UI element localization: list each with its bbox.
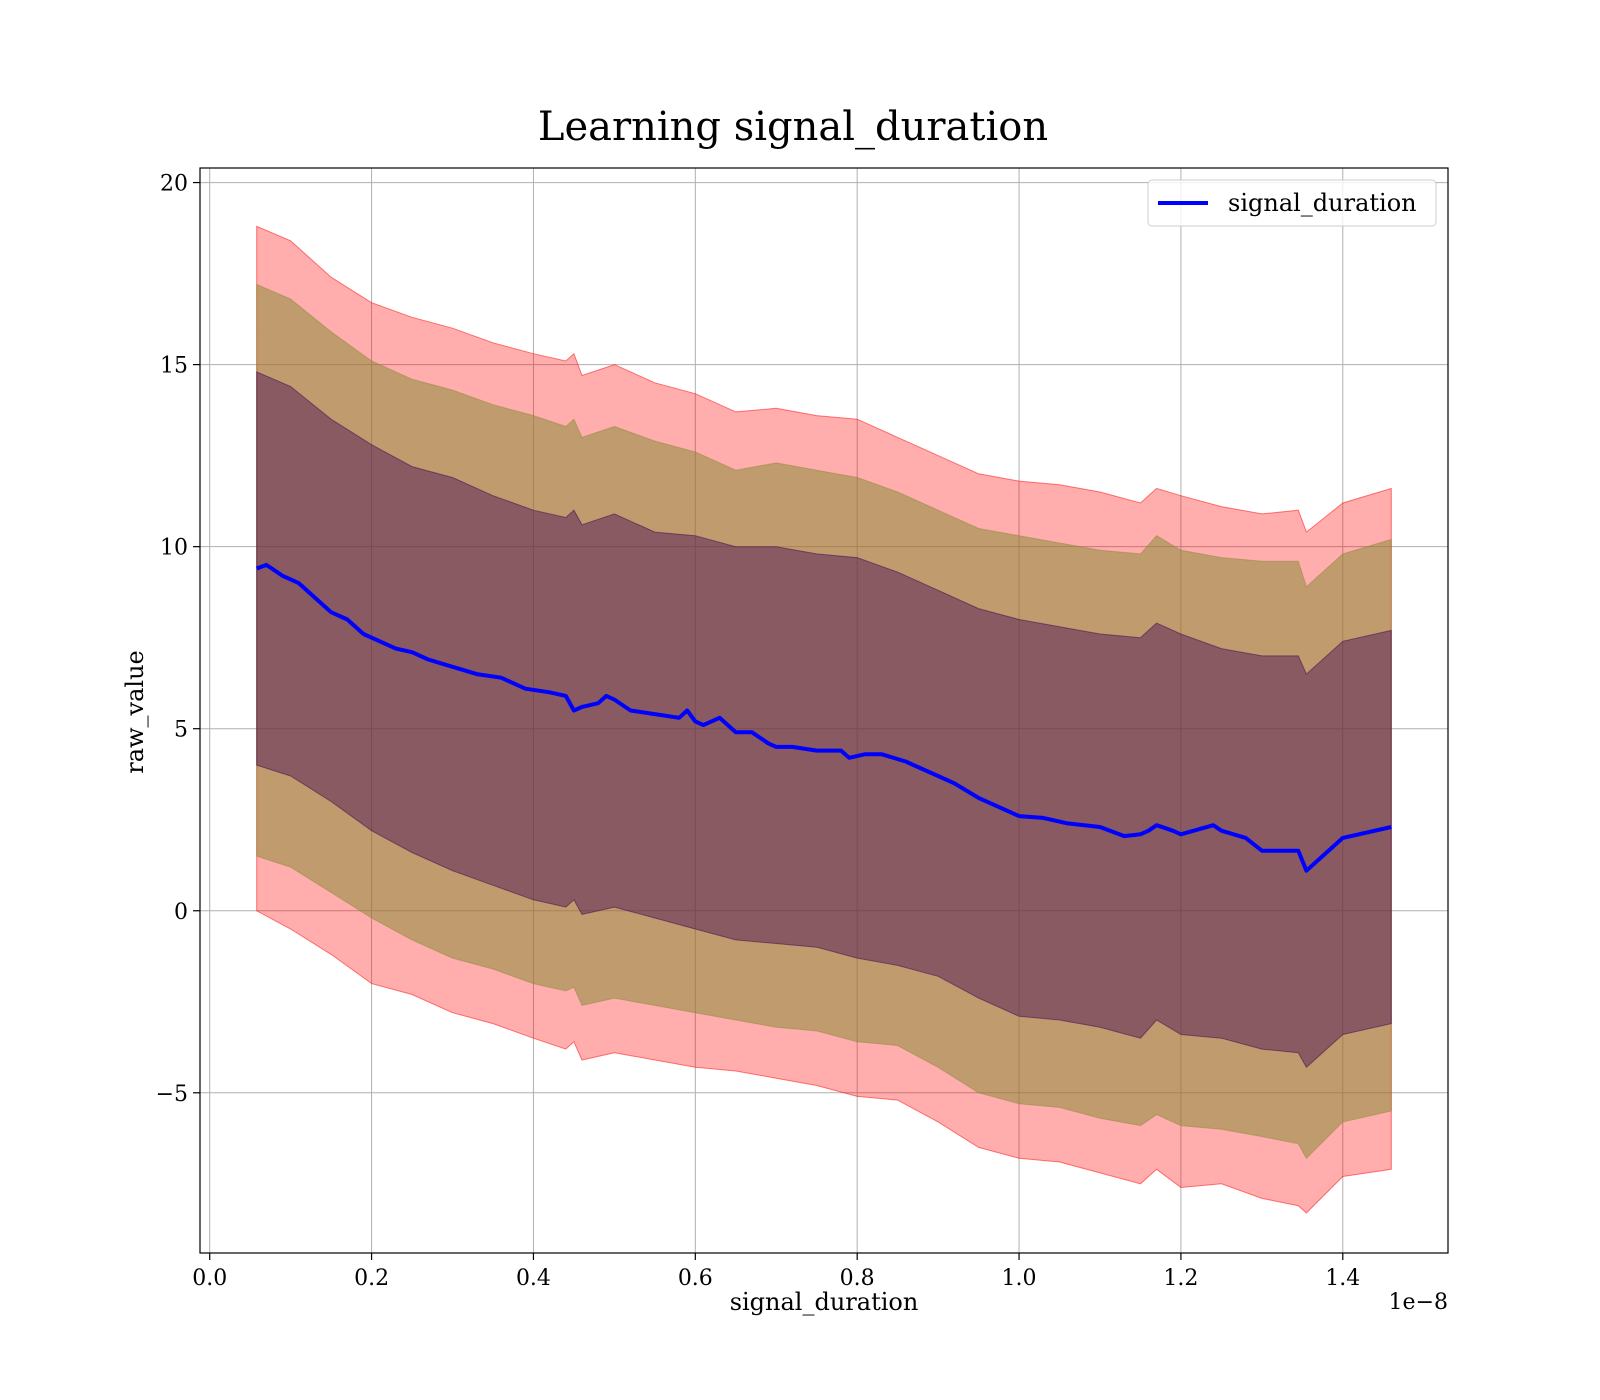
- plot-frame: [199, 167, 1449, 1254]
- legend-box: [1147, 179, 1437, 227]
- x-tick-label: 1.4: [1325, 1266, 1360, 1291]
- confidence-band-3: [256, 371, 1392, 1069]
- y-tick-label: 10: [160, 536, 188, 561]
- x-axis-label: signal_duration: [730, 1288, 919, 1316]
- y-axis-label: raw_value: [121, 650, 149, 774]
- x-tick-label: 0.8: [840, 1266, 875, 1291]
- chart-title: Learning signal_duration: [538, 104, 1048, 150]
- series-lines: [256, 562, 1392, 873]
- y-tick-label: 15: [160, 354, 188, 379]
- x-axis-offset-label: 1e−8: [1389, 1290, 1448, 1315]
- x-axis-ticks: 0.0 0.2 0.4 0.6 0.8 1.0 1.2 1.4: [192, 1253, 1360, 1291]
- x-tick-label: 0.2: [354, 1266, 389, 1291]
- legend-label: signal_duration: [1228, 189, 1417, 217]
- confidence-bands: [256, 225, 1392, 1214]
- x-tick-label: 0.0: [192, 1266, 227, 1291]
- legend: signal_duration: [1147, 179, 1437, 227]
- series-line-signal_duration: [256, 562, 1392, 873]
- x-tick-label: 0.4: [516, 1266, 551, 1291]
- y-tick-label: 20: [160, 172, 188, 197]
- x-tick-label: 1.2: [1163, 1266, 1198, 1291]
- y-tick-label: 0: [174, 900, 188, 925]
- y-tick-label: 5: [174, 718, 188, 743]
- y-axis-ticks: −5 0 5 10 15 20: [156, 172, 200, 1107]
- x-tick-label: 1.0: [1002, 1266, 1037, 1291]
- y-tick-label: −5: [156, 1082, 188, 1107]
- x-tick-label: 0.6: [678, 1266, 713, 1291]
- confidence-band-2: [256, 283, 1392, 1160]
